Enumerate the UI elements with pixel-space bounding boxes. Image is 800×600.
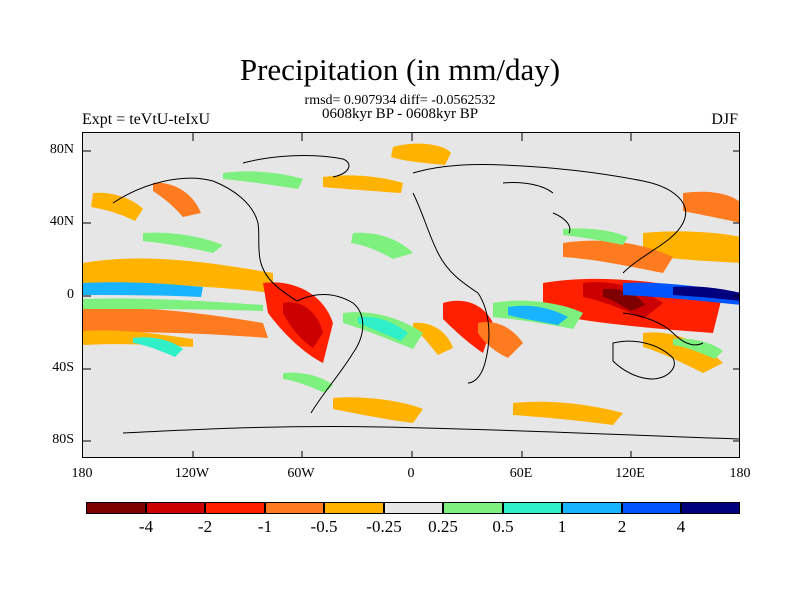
lat-tick-label: 80S xyxy=(52,432,74,447)
plot-title: Precipitation (in mm/day) xyxy=(239,52,561,87)
colorbar-swatch xyxy=(324,502,384,514)
coastlines xyxy=(112,155,739,440)
colorbar-label: 1 xyxy=(557,517,567,536)
lon-tick-label: 120E xyxy=(615,466,645,481)
colorbar-swatch xyxy=(622,502,681,514)
lon-tick-label: 180 xyxy=(71,466,93,481)
lon-tick-label: 180 xyxy=(729,466,751,481)
colorbar-swatch xyxy=(205,502,265,514)
colorbar-swatch xyxy=(681,502,740,514)
lat-tick-label: 40N xyxy=(49,214,74,229)
colorbar-swatch xyxy=(146,502,205,514)
stats-line: rmsd= 0.907934 diff= -0.0562532 xyxy=(304,93,496,108)
lat-tick-label: 0 xyxy=(67,287,74,302)
lat-tick-label: 40S xyxy=(52,360,74,375)
colorbar-label: -4 xyxy=(138,517,154,536)
lon-tick-label: 0 xyxy=(407,466,415,481)
lon-tick-label: 120W xyxy=(174,466,210,481)
precipitation-map xyxy=(82,132,740,458)
colorbar-swatch xyxy=(562,502,622,514)
period-line: 0608kyr BP - 0608kyr BP xyxy=(321,106,479,122)
colorbar-label: -2 xyxy=(197,517,213,536)
colorbar-swatch xyxy=(265,502,324,514)
season-label: DJF xyxy=(711,111,738,128)
colorbar-label: -0.25 xyxy=(366,517,402,536)
colorbar-label: 0.25 xyxy=(428,517,458,536)
colorbar-swatch xyxy=(443,502,503,514)
lat-tick-label: 80N xyxy=(49,142,74,157)
experiment-label: Expt = teVtU-teIxU xyxy=(82,111,211,128)
colorbar-swatch xyxy=(503,502,562,514)
colorbar-label: 4 xyxy=(676,517,686,536)
colorbar-swatch xyxy=(384,502,443,514)
colorbar-label: -0.5 xyxy=(310,517,338,536)
lon-tick-label: 60W xyxy=(287,466,315,481)
tick-marks xyxy=(83,133,739,457)
anomaly-field xyxy=(83,143,739,425)
colorbar-swatch xyxy=(86,502,146,514)
colorbar-label: 0.5 xyxy=(492,517,514,536)
colorbar-label: 2 xyxy=(617,517,627,536)
colorbar-label: -1 xyxy=(257,517,273,536)
lon-tick-label: 60E xyxy=(509,466,533,481)
